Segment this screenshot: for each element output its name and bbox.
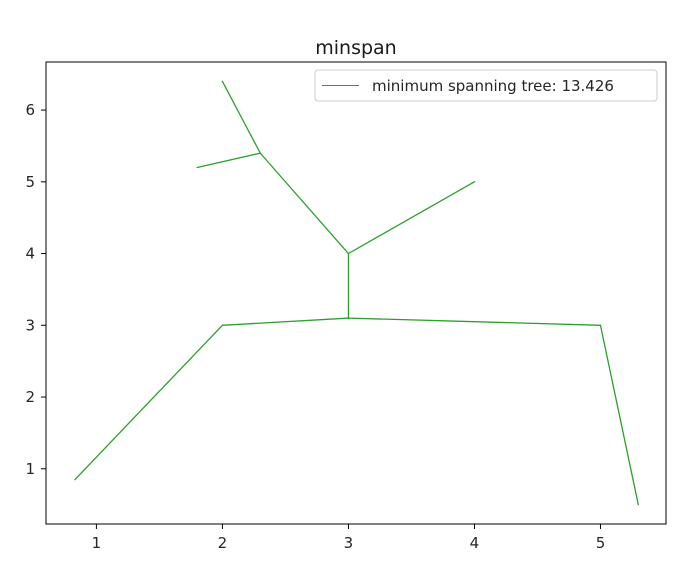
y-tick-label: 5: [25, 173, 35, 191]
x-axis: 1 2 3 4 5: [92, 524, 606, 552]
y-tick-label: 2: [25, 388, 35, 406]
y-tick-label: 4: [25, 245, 35, 263]
tree-edge: [221, 80, 262, 154]
tree-edge: [221, 317, 350, 326]
x-tick-label: 2: [218, 534, 228, 552]
x-tick-label: 1: [92, 534, 102, 552]
x-tick-label: 4: [470, 534, 480, 552]
tree-edge: [599, 324, 640, 506]
legend-label: minimum spanning tree: 13.426: [372, 77, 614, 95]
y-tick-label: 3: [25, 316, 35, 334]
chart-title: minspan: [315, 37, 396, 59]
x-tick-label: 5: [596, 534, 606, 552]
tree-edge: [259, 152, 350, 255]
y-axis: 1 2 3 4 5 6: [25, 101, 46, 478]
plot-frame: [45, 61, 667, 525]
y-tick-label: 6: [25, 101, 35, 119]
legend-box: [314, 69, 658, 102]
tree-edge: [347, 317, 602, 326]
y-tick-label: 1: [25, 460, 35, 478]
tree-edge: [196, 152, 262, 169]
series-layer: [74, 80, 640, 506]
tree-edge: [74, 324, 224, 481]
tree-edge: [347, 180, 476, 255]
legend: minimum spanning tree: 13.426: [314, 69, 658, 102]
x-tick-label: 3: [344, 534, 354, 552]
